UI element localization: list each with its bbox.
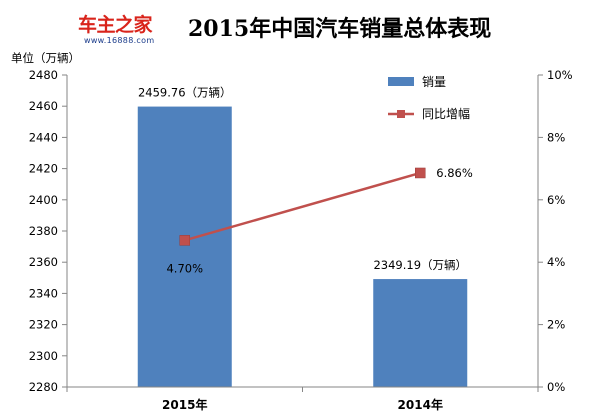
site-logo: 车主之家 www.16888.com bbox=[78, 14, 164, 48]
line-data-label: 4.70% bbox=[166, 261, 203, 275]
y2-tick-label: 6% bbox=[547, 193, 565, 207]
line-marker-1 bbox=[415, 167, 426, 179]
logo-url: www.16888.com bbox=[84, 36, 155, 45]
y-tick-label: 2420 bbox=[29, 162, 58, 176]
y-tick-label: 2280 bbox=[29, 380, 58, 394]
bar-0 bbox=[137, 106, 232, 387]
line-series-growth bbox=[184, 171, 421, 242]
line-data-label: 6.86% bbox=[436, 166, 473, 180]
y2-tick-label: 4% bbox=[547, 255, 565, 269]
y2-tick-label: 10% bbox=[547, 68, 573, 82]
legend-swatch-marker bbox=[397, 110, 405, 118]
y2-tick-label: 2% bbox=[547, 318, 565, 332]
y-tick-label: 2400 bbox=[29, 193, 58, 207]
legend-label-bar: 销量 bbox=[422, 75, 446, 89]
y-tick-label: 2440 bbox=[29, 130, 58, 144]
y-tick-label: 2340 bbox=[29, 286, 58, 300]
x-tick-label: 2015年 bbox=[162, 397, 207, 412]
y2-tick-label: 8% bbox=[547, 130, 565, 144]
chart-title: 2015年中国汽车销量总体表现 bbox=[188, 16, 492, 42]
y2-tick-label: 0% bbox=[547, 380, 565, 394]
y-tick-label: 2360 bbox=[29, 255, 58, 269]
y-tick-label: 2300 bbox=[29, 349, 58, 363]
bar-data-label: 2349.19（万辆） bbox=[373, 258, 467, 272]
line-marker-0 bbox=[179, 235, 190, 246]
y-tick-label: 2480 bbox=[29, 68, 58, 82]
y-axis-unit-label: 单位（万辆） bbox=[11, 51, 80, 65]
y-tick-label: 2380 bbox=[29, 224, 58, 238]
y-tick-label: 2320 bbox=[29, 318, 58, 332]
legend-label-line: 同比增幅 bbox=[422, 106, 470, 121]
logo-text: 车主之家 bbox=[78, 14, 153, 36]
bar-data-label: 2459.76（万辆） bbox=[138, 86, 232, 100]
y-tick-label: 2460 bbox=[29, 99, 58, 113]
bar-1 bbox=[373, 279, 468, 387]
legend-swatch-bar bbox=[388, 77, 414, 86]
x-tick-label: 2014年 bbox=[398, 397, 443, 412]
